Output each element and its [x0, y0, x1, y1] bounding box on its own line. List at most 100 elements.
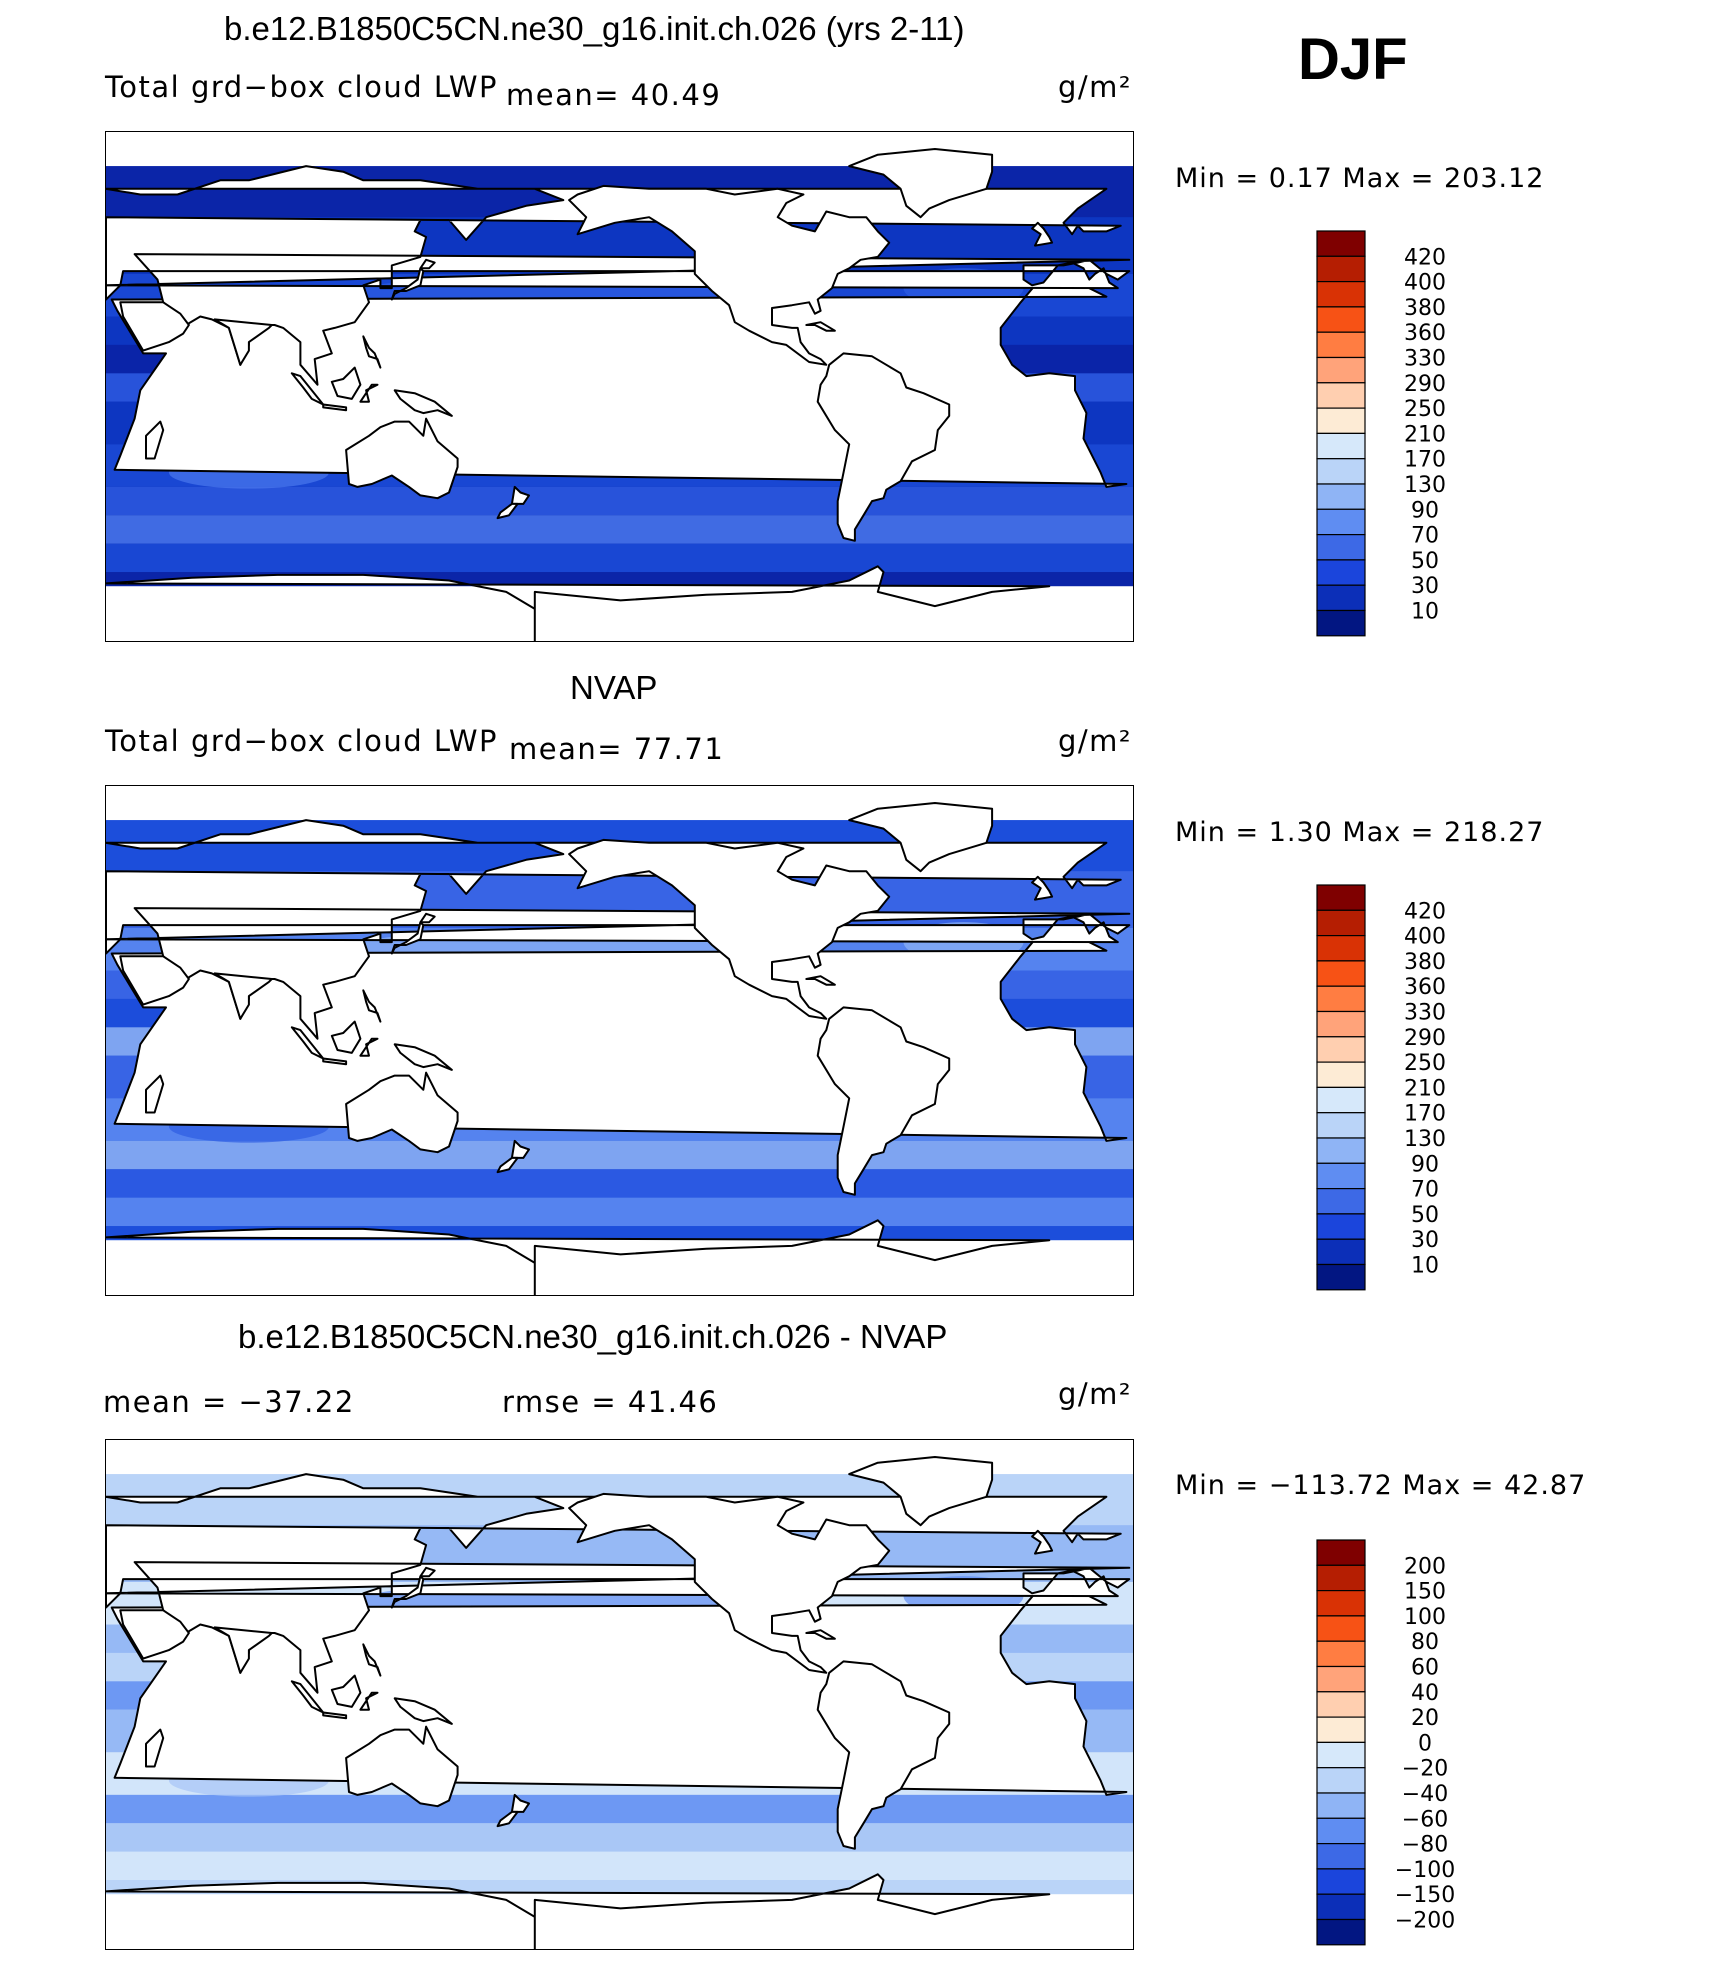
colorbar-box [1316, 306, 1366, 333]
colorbar-level-label: 90 [1411, 498, 1439, 523]
colorbar-box [1316, 1539, 1366, 1566]
colorbar-level-label: 250 [1404, 397, 1446, 422]
colorbar-level-label: 100 [1404, 1605, 1446, 1630]
colorbar-level-label: 290 [1404, 1026, 1446, 1051]
colorbar-level-label: 400 [1404, 271, 1446, 296]
continent-outlines [106, 1456, 1131, 1949]
colorbar-level-label: −60 [1402, 1807, 1448, 1832]
colorbar-level-label: 170 [1404, 1102, 1446, 1127]
panel-1-map [105, 131, 1134, 642]
colorbar-box [1316, 1893, 1366, 1921]
colorbar-level-label: 0 [1418, 1731, 1432, 1756]
colorbar-level-label: 330 [1404, 347, 1446, 372]
panel-1-minmax: Min = 0.17 Max = 203.12 [1175, 163, 1545, 194]
panel-2-units: g/m² [1058, 724, 1133, 758]
colorbar-level-label: 200 [1404, 1554, 1446, 1579]
panel-3-minmax: Min = −113.72 Max = 42.87 [1175, 1470, 1587, 1501]
colorbar-level-label: 30 [1411, 574, 1439, 599]
colorbar-box [1316, 508, 1366, 536]
colorbar-box [1316, 407, 1366, 435]
colorbar-level-label: 210 [1404, 422, 1446, 447]
colorbar-box [1316, 356, 1366, 384]
colorbar-box [1316, 1112, 1366, 1139]
colorbar-level-label: 420 [1404, 899, 1446, 924]
panel-3-title: b.e12.B1850C5CN.ne30_g16.init.ch.026 - N… [238, 1318, 948, 1355]
colorbar-level-label: 420 [1404, 245, 1446, 270]
colorbar-box [1316, 1263, 1366, 1291]
colorbar-box [1316, 1188, 1366, 1215]
colorbar-level-label: −20 [1402, 1757, 1448, 1782]
colorbar-box [1316, 1843, 1366, 1870]
colorbar-level-label: 290 [1404, 372, 1446, 397]
colorbar-box [1316, 1213, 1366, 1240]
panel-2-colorbar: 420 400 380 360 330 290 250 210 170 130 90 70 50 30 10 [1315, 883, 1475, 1293]
colorbar-level-label: 210 [1404, 1076, 1446, 1101]
colorbar-level-label: 10 [1411, 1254, 1439, 1279]
panel-3-rmse: rmse = 41.46 [502, 1385, 719, 1419]
panel-1-title: b.e12.B1850C5CN.ne30_g16.init.ch.026 (yr… [224, 10, 965, 47]
colorbar-level-label: 130 [1404, 1127, 1446, 1152]
colorbar-box [1316, 1086, 1366, 1114]
colorbar-box [1316, 1817, 1366, 1845]
panel-1-units: g/m² [1058, 70, 1133, 104]
colorbar-level-label: 360 [1404, 321, 1446, 346]
colorbar-box [1316, 1918, 1366, 1946]
colorbar-box [1316, 483, 1366, 510]
colorbar-level-label: 90 [1411, 1152, 1439, 1177]
colorbar-level-label: 30 [1411, 1228, 1439, 1253]
panel-3-mean: mean = −37.22 [103, 1385, 355, 1419]
colorbar-box [1316, 1640, 1366, 1668]
colorbar-level-label: 250 [1404, 1051, 1446, 1076]
colorbar-box [1316, 960, 1366, 987]
colorbar-box [1316, 1741, 1366, 1769]
panel-2-title: NVAP [570, 669, 658, 706]
colorbar-level-label: −80 [1402, 1833, 1448, 1858]
colorbar-level-label: 10 [1411, 600, 1439, 625]
panel-3-map [105, 1439, 1134, 1950]
colorbar-level-label: 70 [1411, 524, 1439, 549]
colorbar-box [1316, 1615, 1366, 1642]
colorbar-box [1316, 985, 1366, 1013]
colorbar-box [1316, 331, 1366, 359]
panel-2-mean: mean= 77.71 [509, 732, 725, 766]
panel-2-minmax: Min = 1.30 Max = 218.27 [1175, 817, 1545, 848]
panel-1-variable: Total grd−box cloud LWP [105, 70, 499, 104]
colorbar-box [1316, 584, 1366, 612]
colorbar-box [1316, 1564, 1366, 1592]
colorbar-level-label: −40 [1402, 1782, 1448, 1807]
colorbar-box [1316, 609, 1366, 637]
colorbar-level-label: 20 [1411, 1706, 1439, 1731]
panel-2-map [105, 785, 1134, 1296]
panel-2-variable: Total grd−box cloud LWP [105, 724, 499, 758]
colorbar-box [1316, 1036, 1366, 1063]
colorbar-box [1316, 1238, 1366, 1266]
colorbar-box [1316, 1589, 1366, 1617]
colorbar-box [1316, 884, 1366, 911]
panel-1-colorbar: 420 400 380 360 330 290 250 210 170 130 90 70 50 30 10 [1315, 229, 1475, 639]
panel-3-colorbar: 200 150 100 80 60 40 20 0 −20 −40 −60 −80 −100 −150 −2… [1315, 1538, 1475, 1948]
colorbar-box [1316, 1767, 1366, 1794]
colorbar-box [1316, 432, 1366, 460]
panel-1-mean: mean= 40.49 [506, 78, 722, 112]
colorbar-box [1316, 1137, 1366, 1164]
colorbar-level-label: −200 [1395, 1909, 1455, 1934]
colorbar-box [1316, 1061, 1366, 1089]
colorbar-level-label: 40 [1411, 1681, 1439, 1706]
colorbar-level-label: 130 [1404, 473, 1446, 498]
colorbar-box [1316, 1010, 1366, 1038]
colorbar-level-label: 150 [1404, 1580, 1446, 1605]
panel-3-units: g/m² [1058, 1377, 1133, 1411]
colorbar-level-label: 70 [1411, 1178, 1439, 1203]
colorbar-box [1316, 909, 1366, 937]
colorbar-box [1316, 934, 1366, 962]
colorbar-box [1316, 1868, 1366, 1895]
colorbar-box [1316, 1716, 1366, 1744]
colorbar-level-label: 80 [1411, 1630, 1439, 1655]
colorbar-level-label: 400 [1404, 925, 1446, 950]
colorbar-level-label: 360 [1404, 975, 1446, 1000]
colorbar-box [1316, 1691, 1366, 1718]
colorbar-box [1316, 1162, 1366, 1190]
colorbar-level-label: 330 [1404, 1001, 1446, 1026]
colorbar-level-label: −150 [1395, 1883, 1455, 1908]
colorbar-box [1316, 458, 1366, 485]
